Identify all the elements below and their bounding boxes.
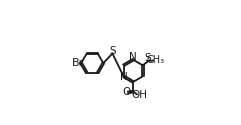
Text: O: O bbox=[122, 88, 130, 98]
Text: S: S bbox=[145, 53, 151, 63]
Text: CH₃: CH₃ bbox=[147, 56, 165, 66]
Text: Br: Br bbox=[71, 58, 84, 68]
Text: OH: OH bbox=[132, 90, 148, 100]
Text: S: S bbox=[109, 46, 116, 56]
Text: N: N bbox=[129, 52, 137, 62]
Text: N: N bbox=[120, 72, 127, 82]
